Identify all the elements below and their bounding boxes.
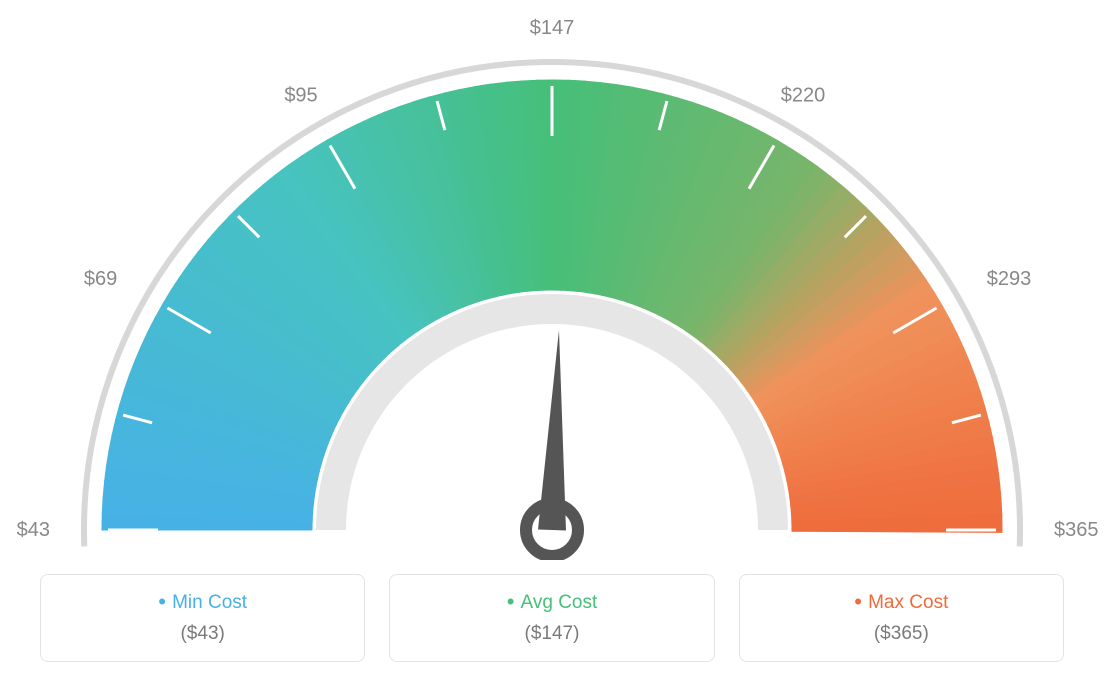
gauge-tick-label: $220 — [781, 84, 826, 106]
legend-max-value: ($365) — [750, 623, 1053, 645]
legend-avg-card: Avg Cost ($147) — [389, 574, 714, 662]
gauge-tick-label: $69 — [84, 268, 117, 290]
gauge-tick-label: $293 — [987, 268, 1032, 290]
legend-min-value: ($43) — [51, 623, 354, 645]
gauge-tick-label: $365 — [1054, 519, 1099, 541]
gauge-tick-label: $95 — [284, 84, 317, 106]
legend-max-label: Max Cost — [750, 589, 1053, 615]
legend-row: Min Cost ($43) Avg Cost ($147) Max Cost … — [40, 574, 1064, 662]
gauge-svg: $43 $69 $95 $147 $220 $293 $365 — [0, 0, 1104, 560]
legend-min-card: Min Cost ($43) — [40, 574, 365, 662]
gauge-tick-label: $147 — [530, 17, 575, 39]
legend-avg-value: ($147) — [400, 623, 703, 645]
legend-max-card: Max Cost ($365) — [739, 574, 1064, 662]
cost-gauge: $43 $69 $95 $147 $220 $293 $365 — [0, 0, 1104, 560]
legend-min-label: Min Cost — [51, 589, 354, 615]
gauge-tick-label: $43 — [17, 519, 50, 541]
legend-avg-label: Avg Cost — [400, 589, 703, 615]
